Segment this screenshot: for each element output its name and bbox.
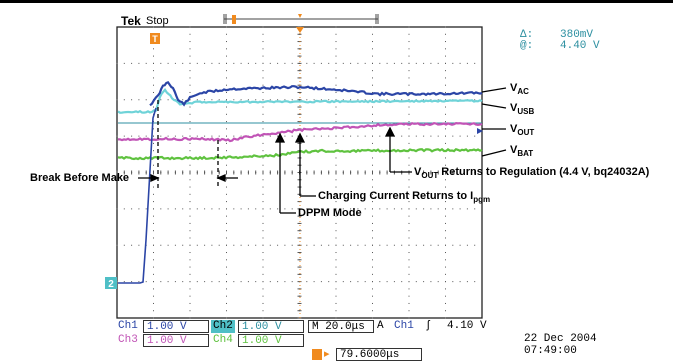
- trigger-mode[interactable]: A: [377, 320, 384, 332]
- trace-vusb: [117, 87, 483, 114]
- trigger-t-letter: T: [152, 34, 158, 44]
- cursor-at-label: @:: [520, 40, 534, 52]
- cursor-delta-value: 380mV: [560, 29, 594, 41]
- cursor-delta-label: Δ:: [520, 29, 534, 41]
- trace-vout: [117, 121, 483, 143]
- trigger-position-marker: [296, 27, 304, 318]
- timebase[interactable]: M 20.0μs: [308, 320, 374, 333]
- trigger-position-arrow-icon: ▸: [324, 348, 330, 360]
- annotation-charging-current: Charging Current Returns to Ipgm: [318, 190, 491, 205]
- trigger-level[interactable]: 4.10 V: [447, 320, 487, 332]
- ch4-scale[interactable]: 1.00 V: [238, 334, 304, 347]
- ch2-label[interactable]: Ch2: [211, 320, 235, 333]
- trace-vac: [149, 80, 483, 107]
- ch1-label[interactable]: Ch1: [118, 320, 138, 332]
- trigger-position[interactable]: 79.6000μs: [336, 348, 422, 361]
- label-vusb: VUSB: [510, 102, 535, 117]
- ch2-marker[interactable]: [105, 277, 117, 289]
- acquisition-state: Stop: [146, 15, 169, 27]
- time: 07:49:00: [524, 345, 577, 357]
- label-vbat: VBAT: [510, 144, 534, 159]
- annotation-break-before-make: Break Before Make: [30, 172, 130, 184]
- label-vout: VOUT: [510, 123, 535, 138]
- trigger-position-icon: [312, 349, 322, 360]
- annotation-dppm-mode: DPPM Mode: [298, 207, 362, 219]
- ch2-marker-label: 2: [108, 279, 114, 290]
- ch4-label[interactable]: Ch4: [213, 334, 233, 346]
- cursor-at-value: 4.40 V: [560, 40, 600, 52]
- trigger-slope-icon[interactable]: ʃ: [425, 320, 432, 332]
- trace-ch2-step: [118, 107, 157, 284]
- ch1-scale[interactable]: 1.00 V: [143, 320, 209, 333]
- annotation-vout-returns: VOUT Returns to Regulation (4.4 V, bq240…: [414, 166, 650, 181]
- top-border: [0, 0, 673, 3]
- label-vac: VAC: [510, 82, 529, 97]
- trigger-source[interactable]: Ch1: [394, 320, 414, 332]
- brand-label: Tek: [121, 14, 141, 28]
- ch-level-arrow-icon: [477, 128, 483, 134]
- graticule-grid: [116, 26, 476, 319]
- annotation-lines: [138, 87, 507, 214]
- ch2-scale[interactable]: 1.00 V: [238, 320, 304, 333]
- ch3-scale[interactable]: 1.00 V: [143, 334, 209, 347]
- trigger-t-marker: [150, 33, 160, 44]
- date: 22 Dec 2004: [524, 333, 597, 345]
- record-position-bar[interactable]: [223, 14, 379, 24]
- ch3-label[interactable]: Ch3: [118, 334, 138, 346]
